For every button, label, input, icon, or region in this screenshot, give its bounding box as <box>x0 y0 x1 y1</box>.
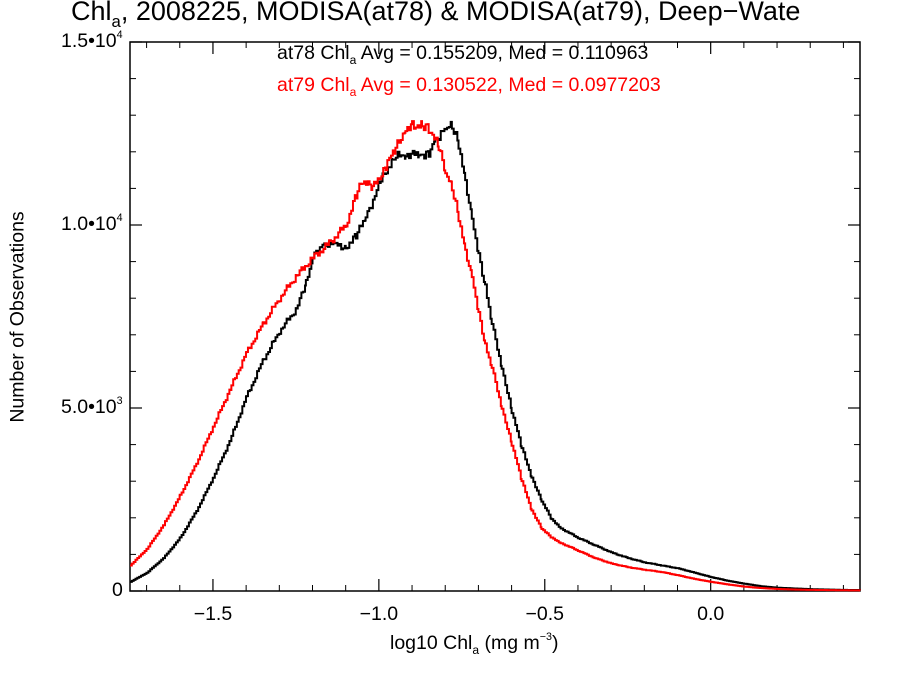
y-axis-label: Number of Observations <box>6 211 29 423</box>
x-tick-label: 0.0 <box>697 603 725 625</box>
x-tick-label: −1.5 <box>193 603 233 625</box>
legend-entry-at79: at79 Chla Avg = 0.130522, Med = 0.097720… <box>277 74 661 100</box>
series-line-at79 <box>130 120 861 592</box>
x-axis-label: log10 Chla (mg m−3) <box>390 630 559 658</box>
axis-ticks <box>130 41 860 592</box>
y-tick-label: 5.0•103 <box>61 394 123 418</box>
x-tick-label: −1.0 <box>359 603 399 625</box>
x-tick-label: −0.5 <box>525 603 565 625</box>
y-tick-label: 0 <box>112 579 123 601</box>
series-line-at78 <box>130 120 861 592</box>
chart-title: Chla, 2008225, MODISA(at78) & MODISA(at7… <box>71 0 801 32</box>
plot-frame <box>129 41 861 592</box>
series-layer <box>130 120 861 592</box>
legend-entry-at78: at78 Chla Avg = 0.155209, Med = 0.110963 <box>277 42 649 68</box>
y-tick-label: 1.0•104 <box>61 211 123 235</box>
y-tick-label: 1.5•104 <box>61 28 123 52</box>
